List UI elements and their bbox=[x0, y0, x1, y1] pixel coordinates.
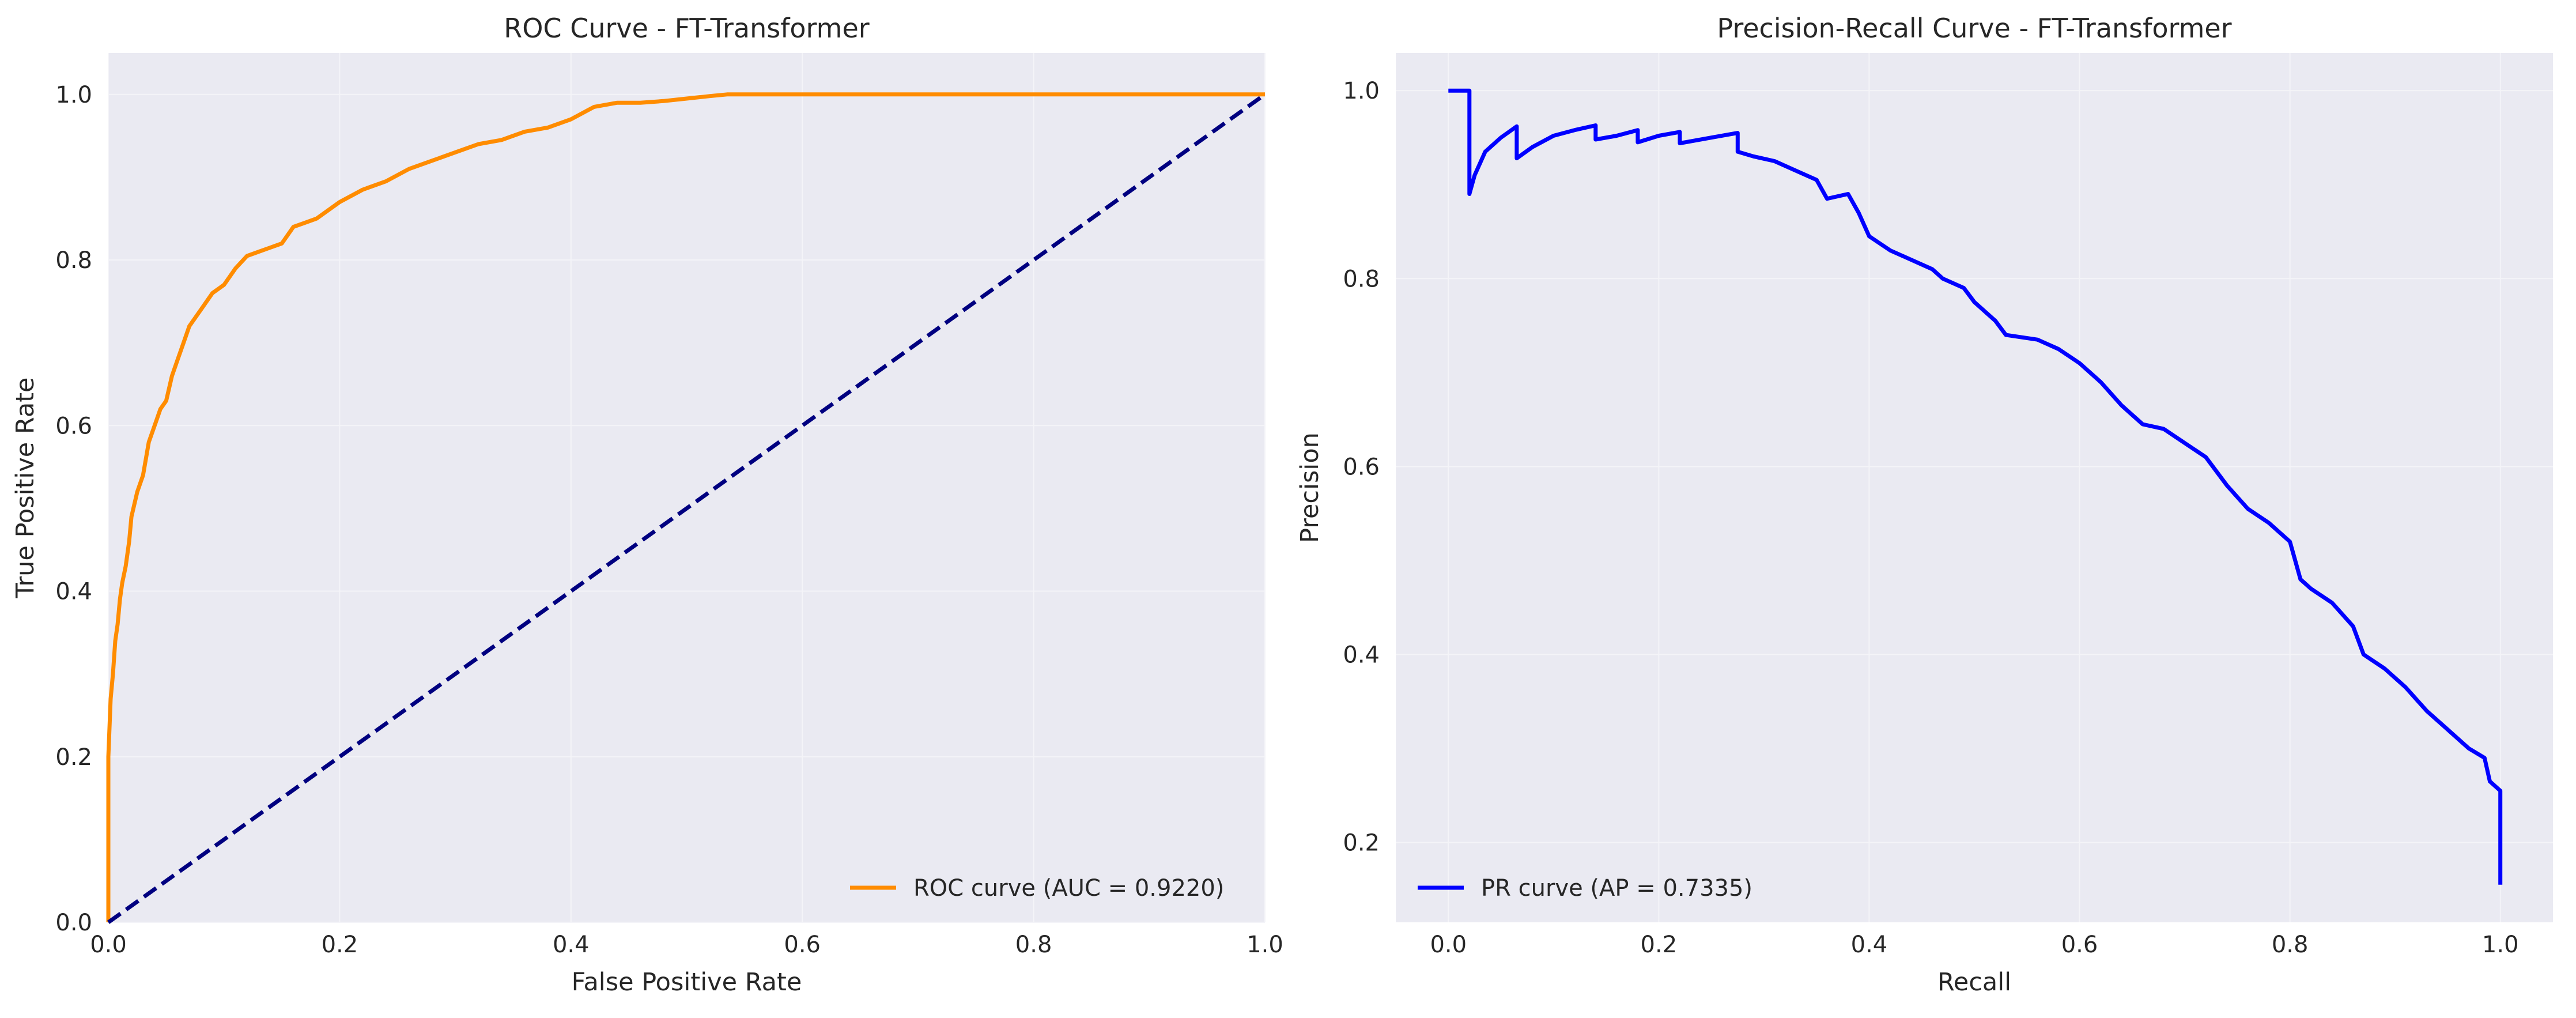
pr-x-tick-label: 0.6 bbox=[2061, 932, 2098, 958]
roc-y-tick-label: 0.8 bbox=[55, 247, 92, 274]
pr-y-axis-label: Precision bbox=[1295, 432, 1324, 543]
roc-x-tick-label: 0.2 bbox=[322, 932, 358, 958]
roc-y-tick-label: 0.4 bbox=[55, 579, 92, 605]
pr-ticks: 0.0 0.2 0.4 0.6 0.8 1.0 0.2 0.4 0.6 0.8 1.0 bbox=[1343, 78, 2518, 958]
roc-x-tick-label: 0.4 bbox=[553, 932, 590, 958]
pr-title: Precision-Recall Curve - FT-Transformer bbox=[1717, 13, 2231, 44]
roc-plot-area bbox=[108, 53, 1265, 922]
pr-curve-line bbox=[1448, 88, 2503, 885]
roc-x-tick-label: 0.6 bbox=[784, 932, 821, 958]
roc-series bbox=[106, 92, 1267, 924]
pr-chart: 0.0 0.2 0.4 0.6 0.8 1.0 0.2 0.4 0.6 0.8 1.0 Precis… bbox=[1295, 13, 2553, 997]
roc-y-tick-label: 0.2 bbox=[55, 744, 92, 771]
roc-legend-label: ROC curve (AUC = 0.9220) bbox=[913, 875, 1224, 902]
pr-y-tick-label: 0.4 bbox=[1343, 642, 1380, 668]
pr-x-tick-label: 0.8 bbox=[2272, 932, 2309, 958]
roc-x-axis-label: False Positive Rate bbox=[572, 968, 802, 997]
roc-chart: 0.0 0.2 0.4 0.6 0.8 1.0 0.0 0.2 0.4 0.6 0.8 1.0 ROC… bbox=[11, 13, 1283, 997]
roc-curve-line bbox=[106, 92, 1265, 922]
pr-plot-area bbox=[1396, 53, 2553, 922]
pr-legend: PR curve (AP = 0.7335) bbox=[1418, 875, 1752, 902]
pr-x-tick-label: 0.4 bbox=[1851, 932, 1888, 958]
pr-x-tick-label: 0.0 bbox=[1430, 932, 1467, 958]
pr-x-axis-label: Recall bbox=[1937, 968, 2011, 997]
roc-y-tick-label: 1.0 bbox=[55, 82, 92, 108]
roc-ticks: 0.0 0.2 0.4 0.6 0.8 1.0 0.0 0.2 0.4 0.6 0.8 1.0 bbox=[55, 82, 1283, 958]
roc-y-tick-label: 0.6 bbox=[55, 413, 92, 439]
roc-grid bbox=[108, 53, 1266, 923]
pr-x-tick-label: 0.2 bbox=[1641, 932, 1678, 958]
pr-x-tick-label: 1.0 bbox=[2482, 932, 2519, 958]
pr-y-tick-label: 0.2 bbox=[1343, 830, 1380, 856]
pr-y-tick-label: 0.8 bbox=[1343, 266, 1380, 292]
pr-grid bbox=[1396, 53, 2553, 922]
roc-legend: ROC curve (AUC = 0.9220) bbox=[850, 875, 1224, 902]
roc-y-tick-label: 0.0 bbox=[55, 910, 92, 936]
roc-y-axis-label: True Positive Rate bbox=[11, 377, 40, 598]
roc-x-tick-label: 0.8 bbox=[1015, 932, 1052, 958]
roc-x-tick-label: 0.0 bbox=[90, 932, 127, 958]
pr-legend-label: PR curve (AP = 0.7335) bbox=[1481, 875, 1752, 902]
pr-y-tick-label: 1.0 bbox=[1343, 78, 1380, 104]
roc-x-tick-label: 1.0 bbox=[1247, 932, 1283, 958]
roc-diagonal-reference-line bbox=[107, 92, 1267, 924]
roc-title: ROC Curve - FT-Transformer bbox=[504, 13, 869, 44]
pr-y-tick-label: 0.6 bbox=[1343, 454, 1380, 480]
pr-series bbox=[1448, 88, 2503, 885]
